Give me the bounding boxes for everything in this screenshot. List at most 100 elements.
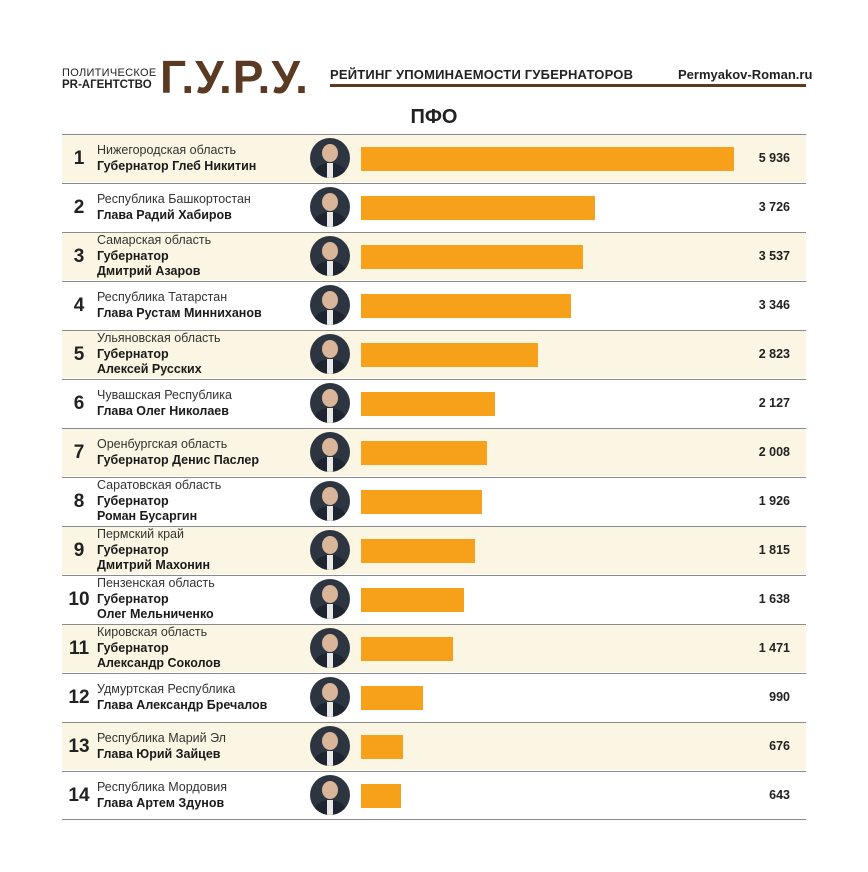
ranking-row: 5 Ульяновская область Губернатор Алексей Ру… bbox=[62, 330, 806, 378]
governor-name: Роман Бусаргин bbox=[97, 509, 198, 524]
mention-bar bbox=[361, 343, 538, 367]
ranking-row: 8 Саратовская область Губернатор Роман Буса… bbox=[62, 477, 806, 525]
guru-logo: Г.У.Р.У. bbox=[160, 51, 309, 103]
mention-count: 990 bbox=[769, 690, 790, 704]
governor-portrait bbox=[310, 432, 350, 472]
governor-info: Пензенская область Губернатор Олег Мельнич… bbox=[97, 576, 307, 623]
governor-info: Ульяновская область Губернатор Алексей Рус… bbox=[97, 331, 307, 378]
governor-info: Чувашская Республика Глава Олег Николаев bbox=[97, 380, 307, 427]
rank-number: 4 bbox=[73, 295, 85, 316]
governor-portrait bbox=[310, 187, 350, 227]
rank-number: 10 bbox=[68, 589, 90, 610]
mention-count: 1 815 bbox=[758, 543, 790, 557]
mention-count: 676 bbox=[769, 739, 790, 753]
governor-info: Самарская область Губернатор Дмитрий Азаро… bbox=[97, 233, 307, 280]
agency-label: ПОЛИТИЧЕСКОЕ bbox=[62, 67, 157, 79]
ranking-row: 12 Удмуртская Республика Глава Александр Б… bbox=[62, 673, 806, 721]
rank-number: 6 bbox=[73, 393, 85, 414]
rating-subtitle: РЕЙТИНГ УПОМИНАЕМОСТИ ГУБЕРНАТОРОВ bbox=[330, 67, 634, 82]
governor-info: Удмуртская Республика Глава Александр Бре… bbox=[97, 674, 307, 721]
mention-count: 1 926 bbox=[758, 494, 790, 508]
region-name: Ульяновская область bbox=[97, 331, 221, 346]
site-link[interactable]: Permyakov-Roman.ru bbox=[678, 67, 813, 82]
governor-name: Глава Артем Здунов bbox=[97, 795, 225, 810]
governor-name: Губернатор bbox=[97, 493, 169, 508]
governor-info: Кировская область Губернатор Александр Сок… bbox=[97, 625, 307, 672]
region-name: Республика Башкортостан bbox=[97, 192, 251, 206]
mention-count: 2 823 bbox=[758, 347, 790, 361]
region-name: Самарская область bbox=[97, 233, 212, 248]
ranking-row: 3 Самарская область Губернатор Дмитрий Азар… bbox=[62, 232, 806, 280]
mention-bar bbox=[361, 441, 487, 465]
governor-portrait bbox=[310, 138, 350, 178]
ranking-row: 7 Оренбургская область Губернатор Денис Па… bbox=[62, 428, 806, 476]
governor-info: Республика Татарстан Глава Рустам Минниха… bbox=[97, 282, 307, 329]
governor-name: Дмитрий Азаров bbox=[97, 264, 201, 279]
mention-bar bbox=[361, 490, 482, 514]
mention-bar bbox=[361, 784, 401, 808]
rank-number: 5 bbox=[73, 344, 85, 365]
mention-bar bbox=[361, 294, 571, 318]
governor-portrait bbox=[310, 285, 350, 325]
rank-number: 7 bbox=[73, 442, 85, 463]
rank-number: 9 bbox=[73, 540, 85, 561]
ranking-row: 11 Кировская область Губернатор Александр С… bbox=[62, 624, 806, 672]
ranking-row: 6 Чувашская Республика Глава Олег Николаев… bbox=[62, 379, 806, 427]
region-name: Саратовская область bbox=[97, 478, 222, 493]
governor-portrait bbox=[310, 383, 350, 423]
mention-bar bbox=[361, 392, 495, 416]
mention-bar bbox=[361, 196, 595, 220]
governor-portrait bbox=[310, 726, 350, 766]
governor-portrait bbox=[310, 677, 350, 717]
mention-bar bbox=[361, 735, 403, 759]
governor-info: Республика Марий Эл Глава Юрий Зайцев bbox=[97, 723, 307, 770]
governor-name: Алексей Русских bbox=[97, 362, 202, 377]
region-name: Пермский край bbox=[97, 527, 184, 542]
mention-count: 2 008 bbox=[758, 445, 790, 459]
governor-name: Александр Соколов bbox=[97, 656, 221, 671]
mention-bar bbox=[361, 637, 453, 661]
governor-name: Глава Рустам Минниханов bbox=[97, 305, 262, 320]
governor-portrait bbox=[310, 775, 350, 815]
governor-info: Нижегородская область Губернатор Глеб Ник… bbox=[97, 135, 307, 182]
governor-name: Губернатор bbox=[97, 640, 169, 655]
ranking-row: 10 Пензенская область Губернатор Олег Мельн… bbox=[62, 575, 806, 623]
governor-portrait bbox=[310, 579, 350, 619]
mention-bar bbox=[361, 588, 464, 612]
mention-count: 2 127 bbox=[758, 396, 790, 410]
mention-bar bbox=[361, 686, 423, 710]
region-name: Нижегородская область bbox=[97, 143, 236, 157]
rank-number: 13 bbox=[68, 736, 90, 757]
governor-info: Республика Мордовия Глава Артем Здунов bbox=[97, 772, 307, 819]
region-name: Республика Марий Эл bbox=[97, 731, 226, 745]
rank-number: 8 bbox=[73, 491, 85, 512]
ranking-row: 14 Республика Мордовия Глава Артем Здунов 6… bbox=[62, 771, 806, 820]
governor-name: Дмитрий Махонин bbox=[97, 558, 211, 573]
governor-info: Саратовская область Губернатор Роман Бусар… bbox=[97, 478, 307, 525]
governor-name: Глава Александр Бречалов bbox=[97, 697, 268, 712]
governor-name: Губернатор bbox=[97, 248, 169, 263]
mention-bar bbox=[361, 147, 734, 171]
rank-number: 1 bbox=[73, 148, 85, 169]
region-name: Республика Мордовия bbox=[97, 780, 227, 794]
ranking-row: 9 Пермский край Губернатор Дмитрий Махонин 1… bbox=[62, 526, 806, 574]
governor-portrait bbox=[310, 334, 350, 374]
governor-name: Глава Радий Хабиров bbox=[97, 207, 232, 222]
mention-count: 3 726 bbox=[758, 200, 790, 214]
ranking-row: 13 Республика Марий Эл Глава Юрий Зайцев 67… bbox=[62, 722, 806, 770]
region-name: Удмуртская Республика bbox=[97, 682, 236, 696]
region-name: Кировская область bbox=[97, 625, 208, 640]
mention-bar bbox=[361, 539, 475, 563]
region-name: Оренбургская область bbox=[97, 437, 228, 451]
ranking-row: 2 Республика Башкортостан Глава Радий Хаби… bbox=[62, 183, 806, 231]
governor-name: Олег Мельниченко bbox=[97, 607, 214, 622]
governor-name: Глава Олег Николаев bbox=[97, 403, 229, 418]
governor-portrait bbox=[310, 530, 350, 570]
region-name: Пензенская область bbox=[97, 576, 215, 591]
region-name: Республика Татарстан bbox=[97, 290, 228, 304]
header-divider bbox=[330, 84, 806, 87]
governor-name: Губернатор bbox=[97, 542, 169, 557]
governor-name: Губернатор bbox=[97, 346, 169, 361]
rank-number: 11 bbox=[68, 638, 90, 659]
mention-count: 3 537 bbox=[758, 249, 790, 263]
